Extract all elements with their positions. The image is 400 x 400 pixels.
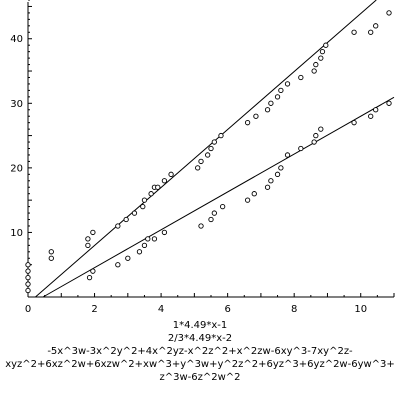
data-point <box>311 68 317 74</box>
data-point <box>161 178 168 184</box>
caption-line-1: 1*4.49*x-1 <box>172 320 228 331</box>
data-point <box>115 262 121 268</box>
fit-line-1 <box>35 0 377 298</box>
data-point <box>25 268 31 274</box>
data-point <box>168 171 174 177</box>
data-point <box>48 249 54 255</box>
data-point <box>198 158 204 165</box>
data-point <box>373 107 379 113</box>
fit-line-2 <box>42 96 395 298</box>
data-points <box>25 10 392 294</box>
y-tick-label: 20 <box>10 163 23 174</box>
data-point <box>274 171 281 177</box>
data-point <box>141 242 148 248</box>
data-point <box>318 126 324 132</box>
data-point <box>264 107 271 113</box>
data-point <box>313 61 319 68</box>
data-point <box>148 191 154 197</box>
data-point <box>115 223 121 229</box>
data-point <box>155 184 161 190</box>
y-tick-label: 40 <box>10 34 23 45</box>
data-point <box>90 229 96 236</box>
x-tick-label: 6 <box>224 304 230 315</box>
axes: 0 2 4 6 8 10 10 20 30 40 <box>10 0 395 315</box>
x-tick-label: 10 <box>354 304 367 315</box>
data-point <box>284 81 291 87</box>
caption-line-4: xyz^2+6xz^2w+6xzw^2+xw^3+y^3w+y^2z^2+6yz… <box>5 359 395 370</box>
data-point <box>368 29 374 35</box>
data-point <box>318 55 324 61</box>
data-point <box>25 262 31 268</box>
data-point <box>278 87 284 94</box>
data-point <box>85 236 91 242</box>
data-point <box>90 268 96 274</box>
data-point <box>386 100 392 106</box>
data-point <box>351 120 357 126</box>
caption-line-5: z^3w-6z^2w^2 <box>159 372 241 383</box>
fit-lines <box>35 0 395 298</box>
data-point <box>313 132 319 139</box>
data-point <box>141 197 148 203</box>
data-point <box>278 165 284 171</box>
data-point <box>386 10 392 16</box>
data-point <box>253 113 259 119</box>
data-point <box>298 74 304 81</box>
y-tick-label: 10 <box>10 228 23 239</box>
data-point <box>268 178 274 184</box>
data-point <box>274 94 281 100</box>
data-point <box>323 42 329 48</box>
data-point <box>25 287 31 294</box>
data-point <box>268 100 274 106</box>
data-point <box>244 197 251 203</box>
data-point <box>136 249 143 255</box>
data-point <box>208 216 214 223</box>
data-point <box>131 210 138 216</box>
data-point <box>195 165 201 171</box>
data-point <box>85 242 91 248</box>
data-point <box>140 203 146 210</box>
x-tick-label: 8 <box>291 304 297 315</box>
caption-line-3: -5x^3w-3x^2y^2+4x^2yz-x^2z^2+x^2zw-6xy^3… <box>47 346 353 357</box>
data-point <box>264 184 271 190</box>
data-point <box>351 29 357 35</box>
data-point <box>311 139 317 145</box>
data-point <box>211 139 217 145</box>
data-point <box>208 145 214 152</box>
data-point <box>48 255 54 261</box>
x-tick-label: 0 <box>25 304 31 315</box>
data-point <box>251 191 257 197</box>
data-point <box>125 255 131 261</box>
data-point <box>198 223 204 229</box>
data-point <box>161 229 168 236</box>
scatter-plot: 0 2 4 6 8 10 10 20 30 40 <box>10 0 395 315</box>
data-point <box>145 236 151 242</box>
data-point <box>219 203 226 210</box>
data-point <box>368 113 374 119</box>
data-point <box>284 152 291 158</box>
data-point <box>123 216 129 223</box>
data-point <box>218 132 224 139</box>
data-point <box>373 23 379 29</box>
data-point <box>151 236 158 242</box>
caption-line-2: 2/3*4.49*x-2 <box>167 333 233 344</box>
y-tick-label: 30 <box>10 99 23 110</box>
data-point <box>86 274 93 281</box>
data-point <box>211 210 217 216</box>
data-point <box>205 152 211 158</box>
x-tick-label: 2 <box>91 304 97 315</box>
data-point <box>25 274 31 281</box>
data-point <box>25 281 31 287</box>
data-point <box>319 49 326 55</box>
x-tick-label: 4 <box>158 304 164 315</box>
data-point <box>244 120 251 126</box>
data-point <box>298 145 304 152</box>
